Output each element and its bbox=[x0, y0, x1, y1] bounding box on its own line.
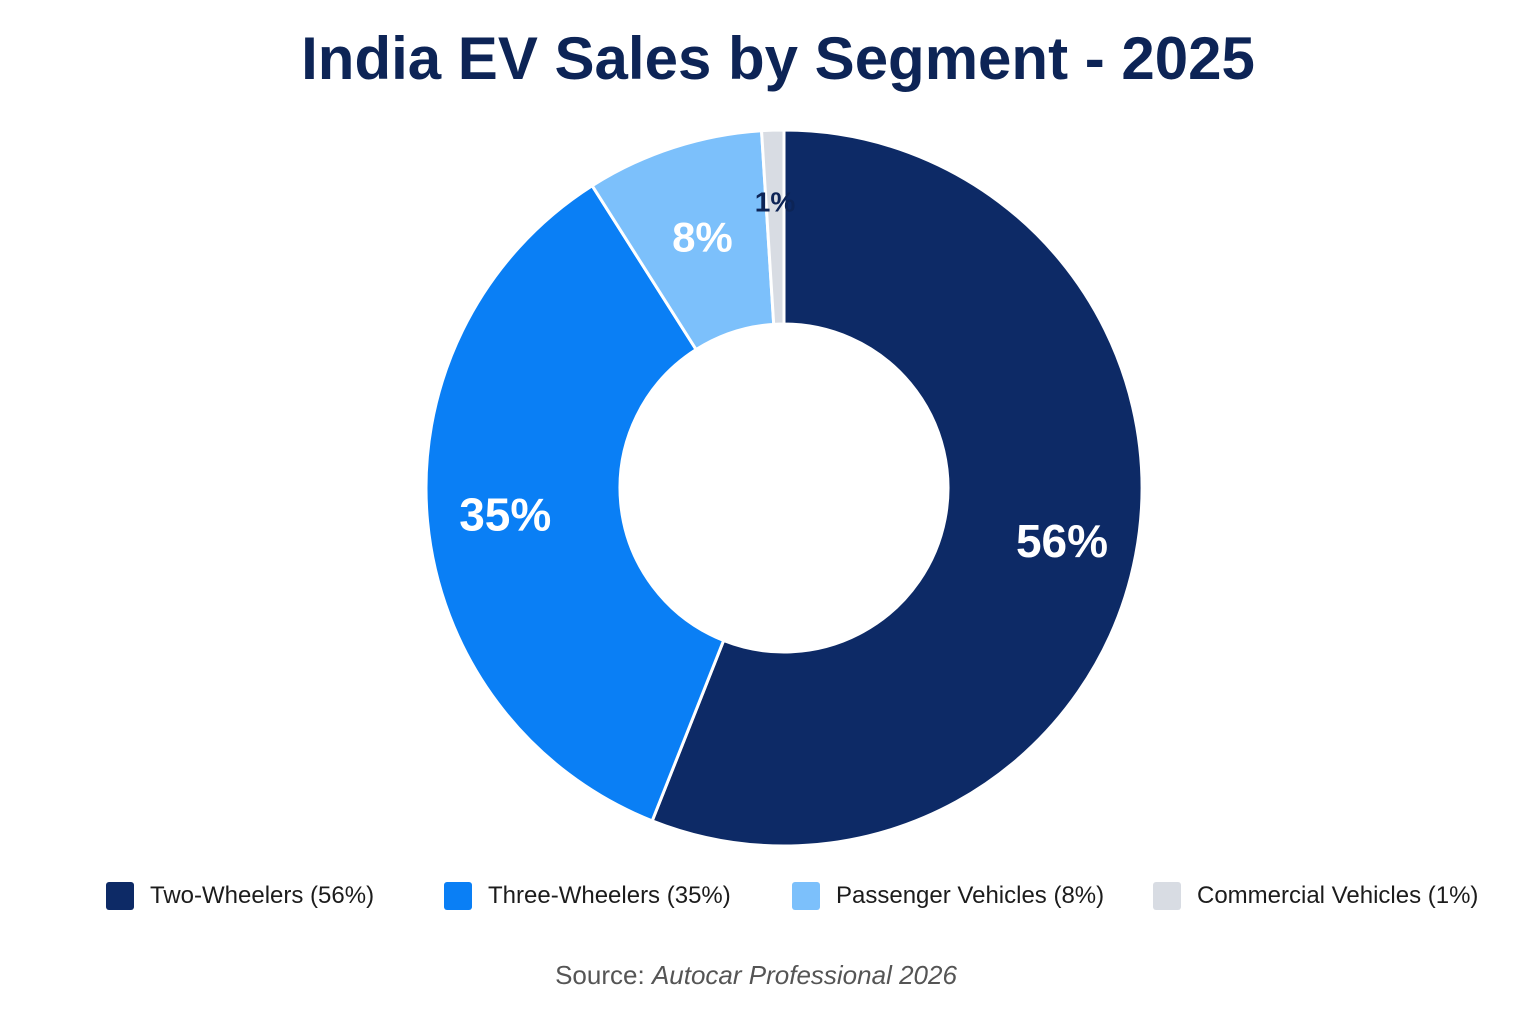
source-name: Autocar Professional 2026 bbox=[651, 960, 957, 990]
slice-three-wheelers bbox=[424, 183, 726, 823]
legend-item-passenger-vehicles: Passenger Vehicles (8%) bbox=[792, 878, 1104, 914]
legend-swatch-passenger-vehicles bbox=[792, 882, 820, 910]
legend-swatch-commercial-vehicles bbox=[1153, 882, 1181, 910]
slice-label-three-wheelers: 35% bbox=[459, 488, 551, 540]
legend-item-three-wheelers: Three-Wheelers (35%) bbox=[444, 878, 731, 914]
slice-label-commercial-vehicles: 1% bbox=[755, 187, 796, 218]
slice-commercial-vehicles bbox=[759, 128, 786, 326]
donut-slice-labels: 56% 35% 8% 1% bbox=[459, 187, 1108, 567]
legend-label-two-wheelers: Two-Wheelers (56%) bbox=[150, 882, 375, 909]
legend-item-commercial-vehicles: Commercial Vehicles (1%) bbox=[1153, 878, 1478, 914]
legend-label-passenger-vehicles: Passenger Vehicles (8%) bbox=[836, 882, 1105, 909]
source-note: Source: Autocar Professional 2026 bbox=[0, 960, 1512, 991]
slice-label-passenger-vehicles: 8% bbox=[672, 213, 733, 260]
legend-label-three-wheelers: Three-Wheelers (35%) bbox=[488, 882, 731, 909]
slice-label-two-wheelers: 56% bbox=[1016, 515, 1108, 567]
legend-item-two-wheelers: Two-Wheelers (56%) bbox=[106, 878, 374, 914]
legend-swatch-three-wheelers bbox=[444, 882, 472, 910]
legend-label-commercial-vehicles: Commercial Vehicles (1%) bbox=[1197, 882, 1479, 909]
legend-swatch-two-wheelers bbox=[106, 882, 134, 910]
legend: Two-Wheelers (56%) Three-Wheelers (35%) … bbox=[0, 878, 1536, 918]
slice-two-wheelers bbox=[650, 128, 1144, 848]
donut-slices bbox=[424, 128, 1144, 848]
chart-title: India EV Sales by Segment - 2025 bbox=[301, 25, 1255, 92]
source-prefix: Source: bbox=[555, 960, 645, 990]
